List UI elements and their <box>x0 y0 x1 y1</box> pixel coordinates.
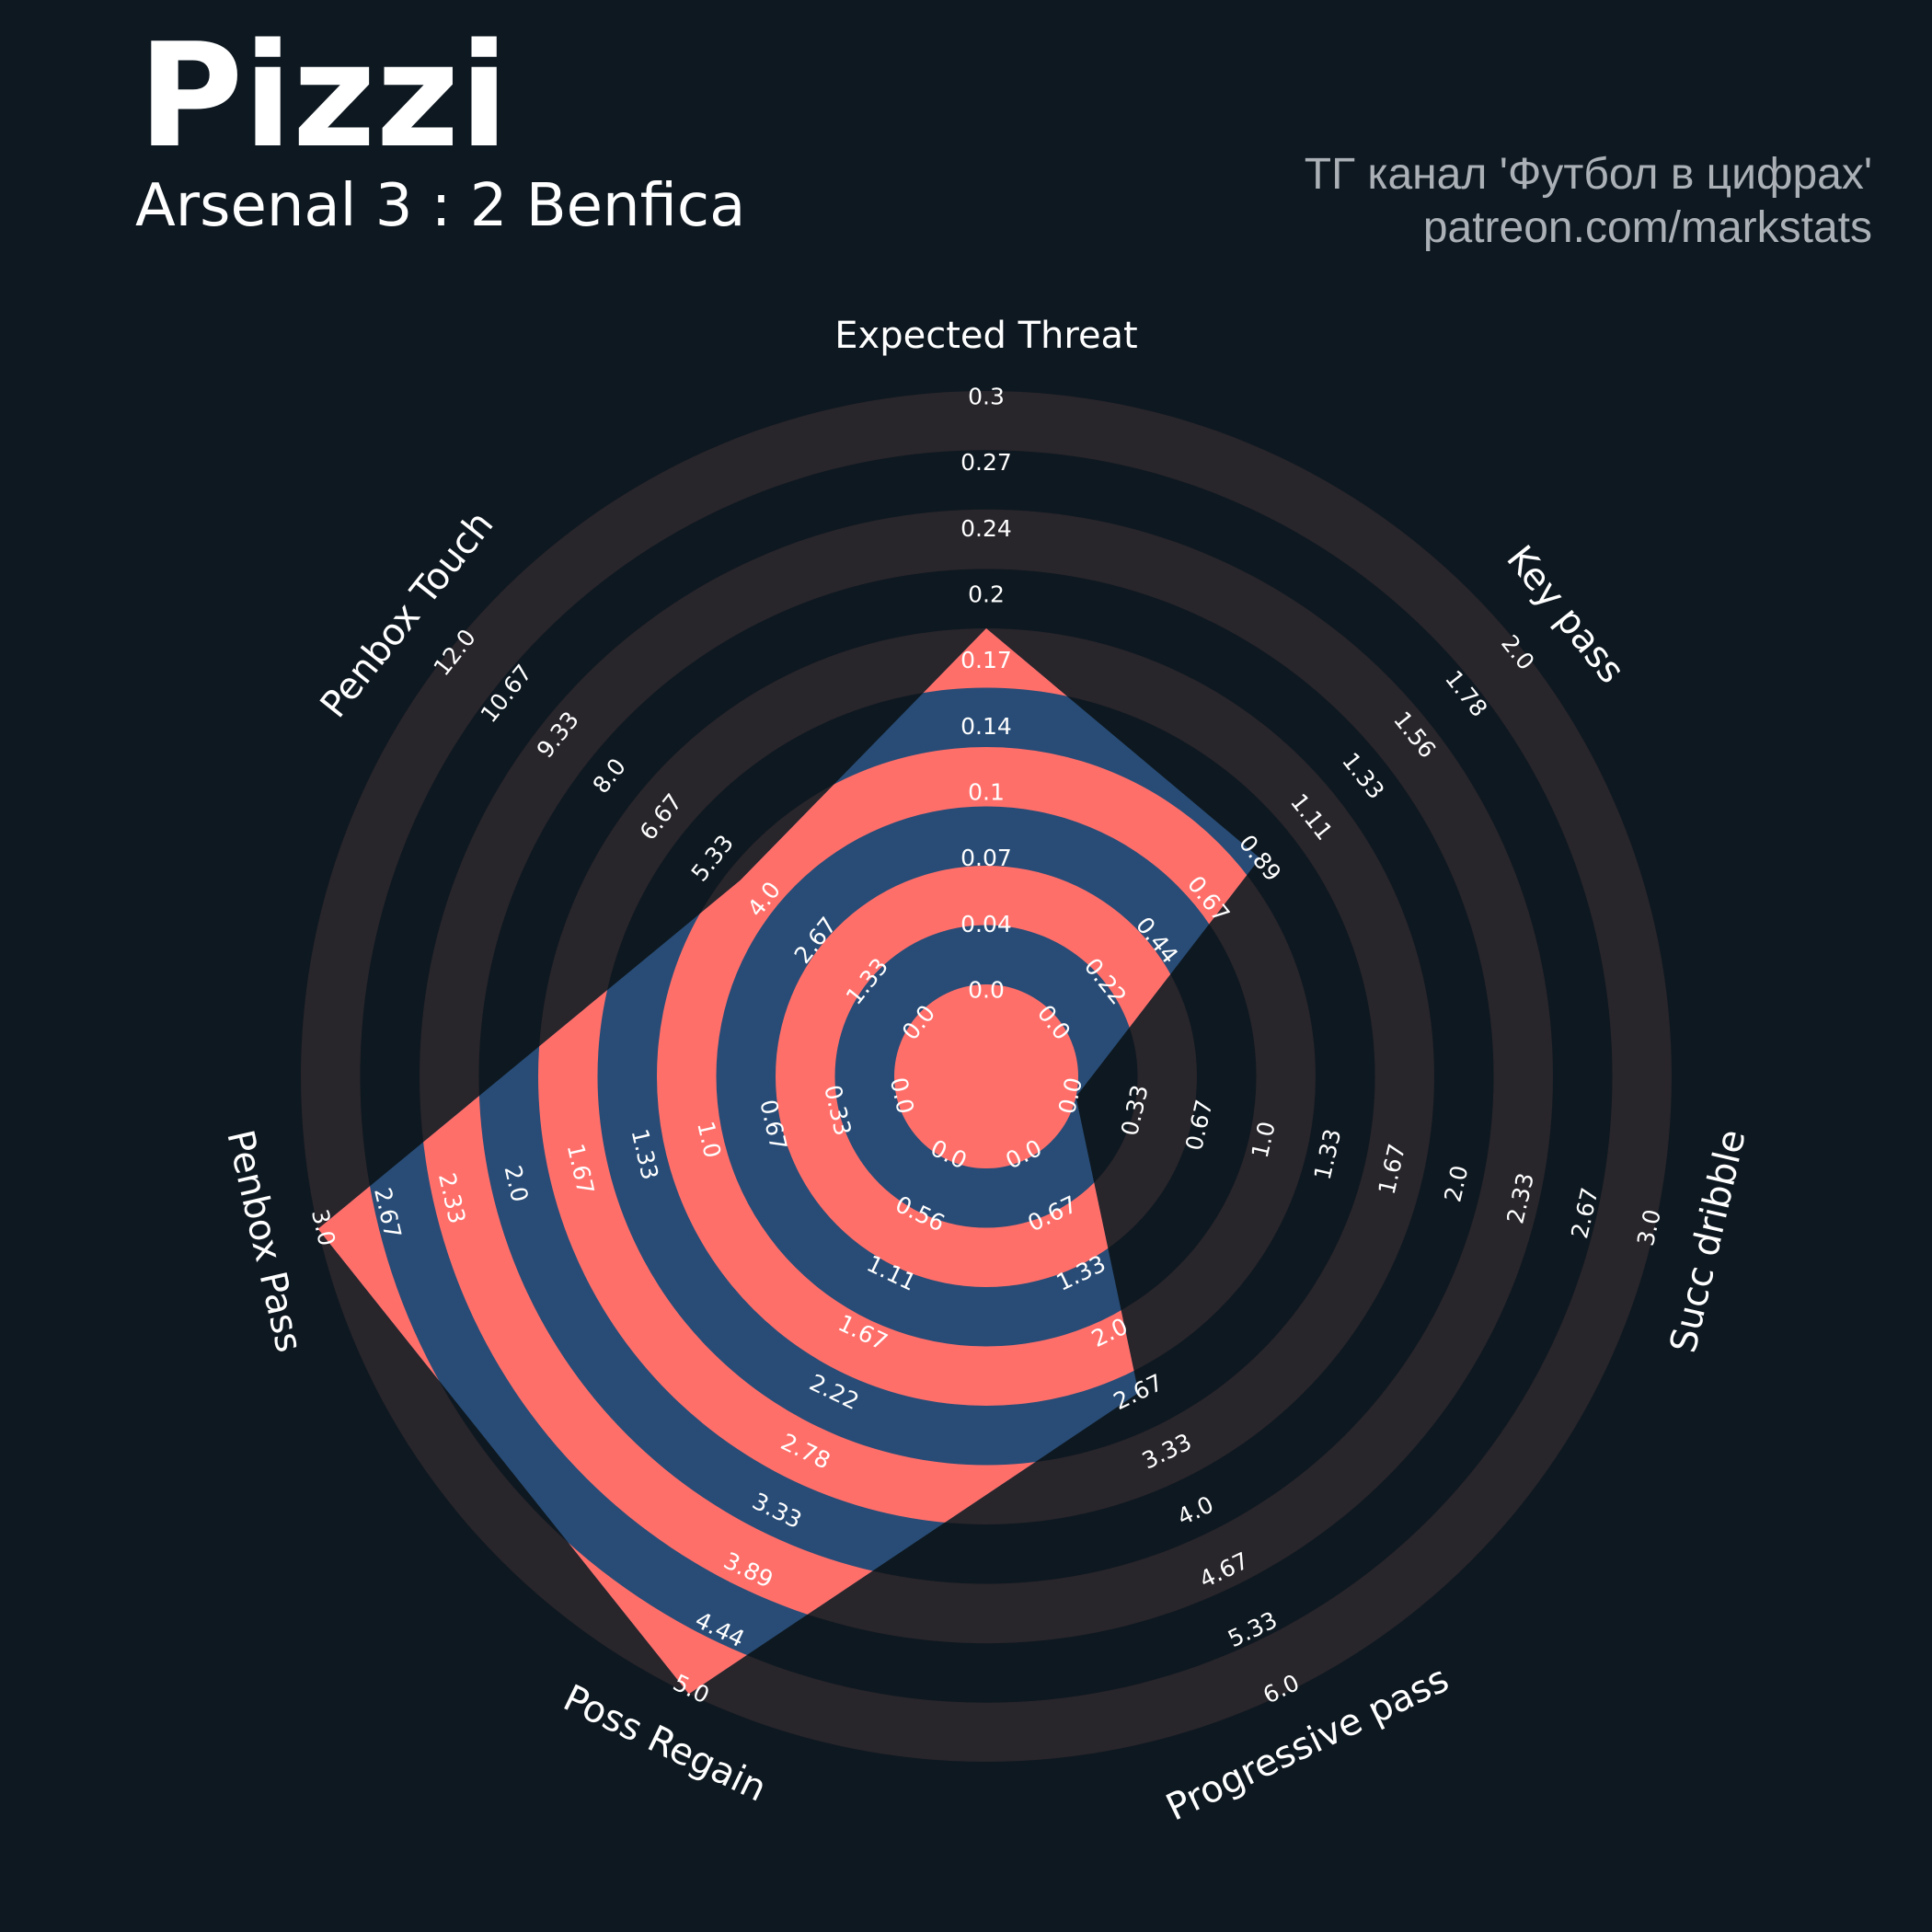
page-title: Pizzi <box>138 12 509 179</box>
tick-label: 8.0 <box>588 753 631 799</box>
tick-label: 0.14 <box>960 713 1012 740</box>
tick-label: 0.17 <box>960 647 1012 673</box>
tick-label: 0.27 <box>960 449 1012 476</box>
tick-label: 1.33 <box>1309 1126 1347 1182</box>
tick-label: 0.3 <box>968 384 1005 410</box>
parameter-label: Penbox Pass <box>218 1126 310 1356</box>
tick-label: 0.0 <box>968 977 1005 1004</box>
credit-telegram: ТГ канал 'Футбол в цифрах' <box>1305 150 1872 199</box>
tick-label: 0.2 <box>968 581 1005 608</box>
credit-patreon: patreon.com/markstats <box>1423 203 1872 252</box>
data-polygon-layer <box>317 628 1260 1695</box>
parameter-label: Expected Threat <box>834 315 1138 357</box>
tick-label: 0.24 <box>960 515 1012 542</box>
tick-label: 2.0 <box>1439 1163 1473 1204</box>
tick-label: 4.0 <box>1173 1490 1217 1530</box>
tick-label: 0.04 <box>960 911 1012 937</box>
match-subtitle: Arsenal 3 : 2 Benfica <box>135 172 745 240</box>
tick-label: 0.07 <box>960 845 1012 871</box>
center-disc <box>894 984 1078 1168</box>
parameter-label: Succ dribble <box>1662 1126 1754 1357</box>
tick-label: 0.1 <box>968 779 1005 806</box>
